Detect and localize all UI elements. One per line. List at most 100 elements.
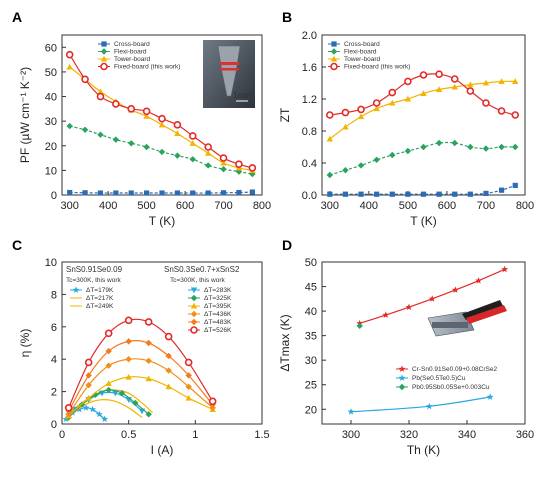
data-point [374, 191, 380, 197]
data-point [249, 189, 255, 195]
data-point [512, 182, 518, 188]
data-point [190, 190, 196, 196]
data-point [482, 99, 490, 107]
data-point [112, 100, 120, 108]
series--t-436k [65, 356, 216, 418]
data-point [356, 322, 363, 330]
y-tick-label: 45 [305, 282, 317, 294]
red-wire [466, 305, 507, 324]
legend-marker [190, 310, 198, 318]
legend-label: Cross-board [344, 41, 380, 48]
data-point [132, 399, 139, 407]
y-tick-label: 1.6 [302, 62, 317, 74]
module-legs [432, 322, 468, 328]
data-point [498, 143, 505, 151]
module-photo-inset [427, 300, 507, 337]
legend-marker [190, 294, 198, 302]
x-tick-label: 360 [516, 429, 534, 441]
y-tick-label: 10 [45, 165, 57, 177]
data-point [482, 79, 490, 86]
data-point [220, 165, 227, 173]
data-point [373, 105, 380, 112]
legend-left-note: Tc=300K, this work [66, 277, 121, 284]
series-cross-board [67, 189, 255, 196]
data-point [105, 380, 112, 387]
legend-right-note: Tc=300K, this work [170, 277, 225, 284]
data-point [451, 286, 459, 293]
data-point [185, 372, 192, 379]
x-axis-label: T (K) [149, 214, 175, 228]
x-tick-label: 340 [458, 429, 476, 441]
x-tick-label: 1.5 [254, 429, 269, 441]
series-fixed-board-this-work- [65, 50, 257, 172]
y-tick-label: 10 [45, 257, 57, 269]
data-point [112, 390, 119, 397]
data-point [204, 149, 212, 156]
legend-item: Pb(Se0.5Te0.5)Cu [396, 374, 466, 382]
y-tick-label: 0.8 [302, 126, 317, 138]
data-point [205, 190, 211, 196]
data-point [208, 397, 217, 406]
y-axis-label: ΔTmax (K) [278, 314, 292, 371]
data-point [420, 191, 427, 197]
y-tick-label: 0.4 [302, 158, 317, 170]
data-point [145, 411, 152, 418]
data-point [486, 393, 494, 400]
legend-marker [100, 62, 108, 71]
y-tick-label: 40 [305, 306, 317, 318]
series-fixed-board-this-work- [326, 70, 520, 119]
data-point [159, 190, 165, 196]
data-point [482, 145, 490, 152]
data-point [173, 121, 182, 129]
sample-photo-inset: 1mm [203, 40, 255, 108]
legend-label: Flexi-board [114, 49, 147, 56]
data-point [82, 190, 88, 196]
data-point [405, 191, 411, 197]
series--t-395k [65, 373, 216, 419]
data-point [125, 356, 132, 363]
panel-letter: A [12, 9, 22, 25]
legend-marker [190, 326, 198, 334]
x-tick-label: 0 [59, 429, 65, 441]
data-point [475, 277, 483, 284]
y-tick-label: 40 [45, 92, 57, 104]
y-tick-label: 50 [45, 67, 57, 79]
data-point [145, 339, 152, 347]
data-point [357, 105, 365, 114]
x-tick-label: 0.5 [121, 429, 136, 441]
legend-item: ΔT=325K [188, 294, 232, 302]
data-point [419, 71, 428, 79]
plot-frame [61, 261, 263, 425]
data-point [105, 347, 112, 355]
legend-marker [330, 62, 338, 71]
y-axis-label: η (%) [18, 329, 32, 358]
data-point [341, 108, 350, 117]
legend-label: ΔT=436K [204, 311, 232, 318]
series-line [350, 396, 491, 413]
data-point [467, 81, 474, 88]
legend-label: Fixed-board (this work) [114, 64, 180, 71]
data-point [466, 87, 475, 95]
data-point [128, 190, 134, 196]
data-point [435, 86, 443, 92]
legend-label: Tower-board [114, 56, 151, 63]
data-point [66, 63, 73, 70]
series-flexi-board [326, 139, 519, 179]
legend-item: Pb0.95Sb0.05Se+0.003Cu [396, 383, 490, 391]
data-point [342, 191, 349, 197]
data-point [124, 316, 133, 325]
data-point [97, 190, 104, 196]
data-point [112, 136, 120, 143]
data-point [113, 190, 119, 196]
x-tick-label: 300 [61, 200, 79, 212]
data-point [467, 143, 474, 151]
legend-label: Flexi-board [344, 49, 377, 56]
legend-label: ΔT=249K [86, 303, 114, 310]
data-point [75, 405, 83, 413]
data-point [451, 83, 458, 90]
data-point [483, 190, 489, 196]
y-tick-label: 6 [51, 322, 57, 334]
y-tick-label: 8 [51, 289, 57, 301]
legend-marker [398, 365, 406, 372]
